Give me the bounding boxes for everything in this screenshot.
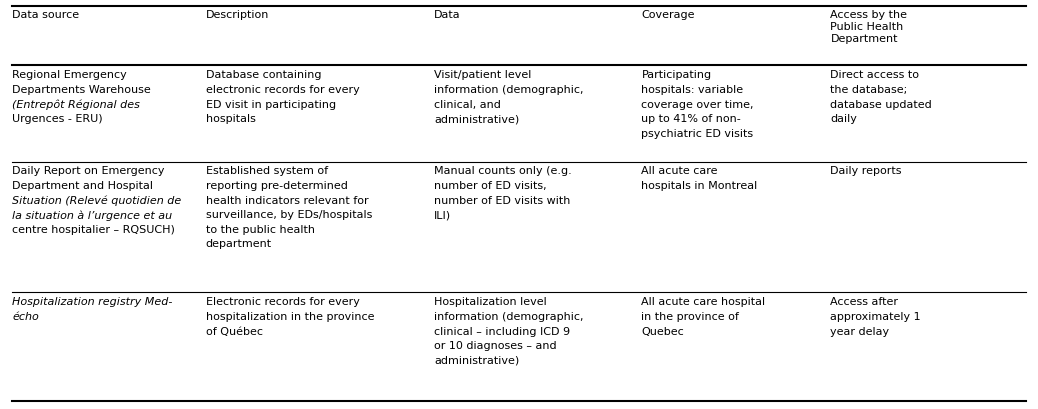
Text: Departments Warehouse: Departments Warehouse <box>12 85 152 95</box>
Text: information (demographic,: information (demographic, <box>434 85 583 95</box>
Text: Database containing: Database containing <box>206 70 321 80</box>
Text: hospitalization in the province: hospitalization in the province <box>206 312 374 322</box>
Text: hospitals: hospitals <box>206 114 255 124</box>
Text: centre hospitalier – RQSUCH): centre hospitalier – RQSUCH) <box>12 225 175 235</box>
Text: Access by the
Public Health
Department: Access by the Public Health Department <box>830 10 907 44</box>
Text: Daily Report on Emergency: Daily Report on Emergency <box>12 166 165 176</box>
Text: Data source: Data source <box>12 10 80 20</box>
Text: Direct access to: Direct access to <box>830 70 920 80</box>
Text: reporting pre-determined: reporting pre-determined <box>206 181 348 191</box>
Text: approximately 1: approximately 1 <box>830 312 921 322</box>
Text: or 10 diagnoses – and: or 10 diagnoses – and <box>434 341 556 351</box>
Text: Quebec: Quebec <box>641 326 684 337</box>
Text: number of ED visits,: number of ED visits, <box>434 181 547 191</box>
Text: ED visit in participating: ED visit in participating <box>206 99 335 110</box>
Text: Established system of: Established system of <box>206 166 328 176</box>
Text: database updated: database updated <box>830 99 932 110</box>
Text: All acute care hospital: All acute care hospital <box>641 297 766 307</box>
Text: administrative): administrative) <box>434 114 519 124</box>
Text: Urgences - ERU): Urgences - ERU) <box>12 114 103 124</box>
Text: Electronic records for every: Electronic records for every <box>206 297 359 307</box>
Text: department: department <box>206 239 272 249</box>
Text: Participating: Participating <box>641 70 712 80</box>
Text: Department and Hospital: Department and Hospital <box>12 181 154 191</box>
Text: clinical, and: clinical, and <box>434 99 500 110</box>
Text: coverage over time,: coverage over time, <box>641 99 754 110</box>
Text: in the province of: in the province of <box>641 312 739 322</box>
Text: All acute care: All acute care <box>641 166 718 176</box>
Text: electronic records for every: electronic records for every <box>206 85 359 95</box>
Text: Coverage: Coverage <box>641 10 695 20</box>
Text: Situation (Relevé quotidien de: Situation (Relevé quotidien de <box>12 196 182 206</box>
Text: Description: Description <box>206 10 269 20</box>
Text: (Entrepôt Régional des: (Entrepôt Régional des <box>12 99 140 110</box>
Text: up to 41% of non-: up to 41% of non- <box>641 114 741 124</box>
Text: administrative): administrative) <box>434 356 519 366</box>
Text: hospitals: variable: hospitals: variable <box>641 85 743 95</box>
Text: year delay: year delay <box>830 326 890 337</box>
Text: la situation à l’urgence et au: la situation à l’urgence et au <box>12 210 172 221</box>
Text: Hospitalization registry Med-: Hospitalization registry Med- <box>12 297 173 307</box>
Text: Access after: Access after <box>830 297 899 307</box>
Text: Regional Emergency: Regional Emergency <box>12 70 128 80</box>
Text: health indicators relevant for: health indicators relevant for <box>206 196 368 206</box>
Text: number of ED visits with: number of ED visits with <box>434 196 570 206</box>
Text: the database;: the database; <box>830 85 907 95</box>
Text: surveillance, by EDs/hospitals: surveillance, by EDs/hospitals <box>206 210 372 220</box>
Text: Visit/patient level: Visit/patient level <box>434 70 531 80</box>
Text: écho: écho <box>12 312 39 322</box>
Text: psychiatric ED visits: psychiatric ED visits <box>641 129 754 139</box>
Text: to the public health: to the public health <box>206 225 315 235</box>
Text: daily: daily <box>830 114 857 124</box>
Text: Data: Data <box>434 10 461 20</box>
Text: Hospitalization level: Hospitalization level <box>434 297 547 307</box>
Text: clinical – including ICD 9: clinical – including ICD 9 <box>434 326 570 337</box>
Text: Daily reports: Daily reports <box>830 166 902 176</box>
Text: Manual counts only (e.g.: Manual counts only (e.g. <box>434 166 572 176</box>
Text: of Québec: of Québec <box>206 326 263 337</box>
Text: hospitals in Montreal: hospitals in Montreal <box>641 181 758 191</box>
Text: ILI): ILI) <box>434 210 450 220</box>
Text: information (demographic,: information (demographic, <box>434 312 583 322</box>
